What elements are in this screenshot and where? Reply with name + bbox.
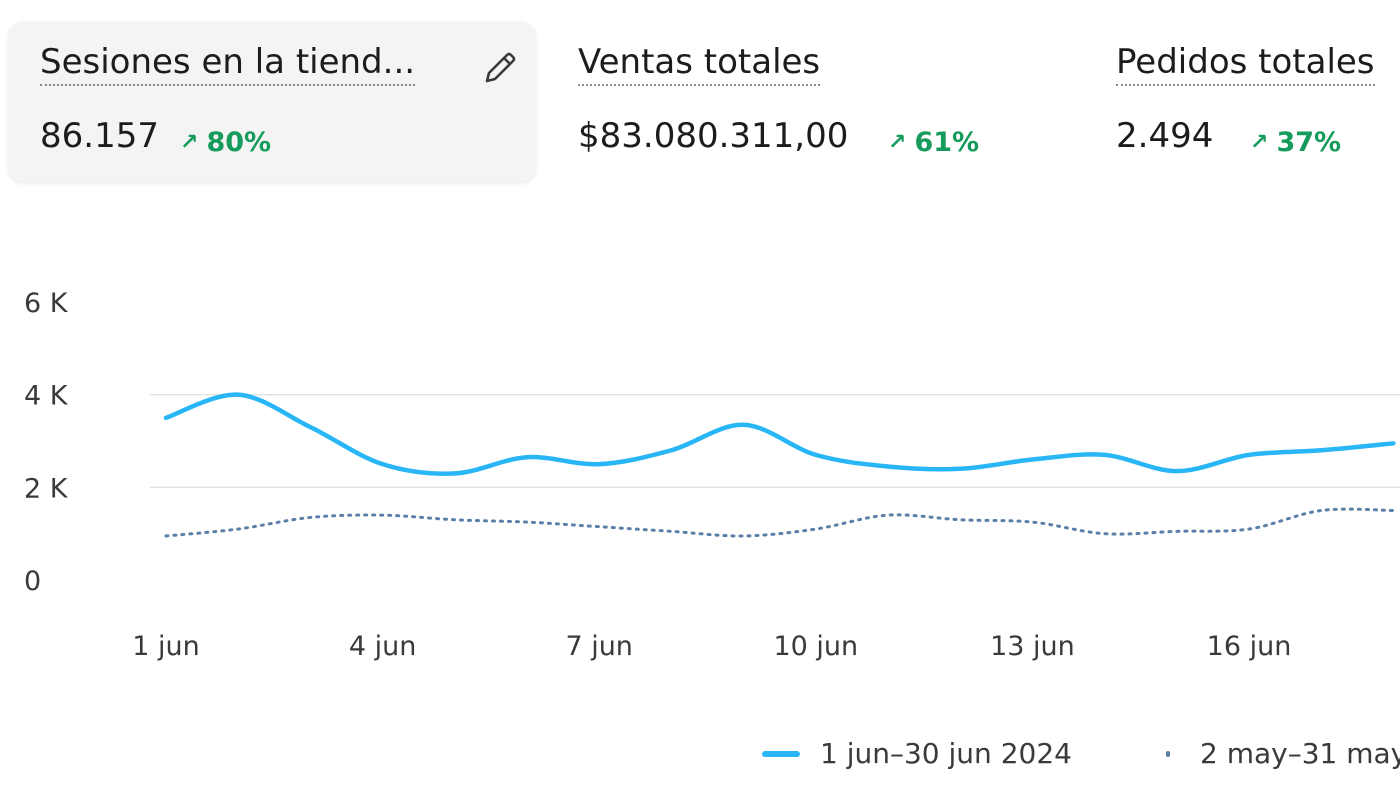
metric-delta: ↗ 61% — [888, 126, 979, 160]
metric-card-orders[interactable]: Pedidos totales 2.494 ↗ 37% — [1086, 22, 1400, 182]
x-tick-label: 1 jun — [132, 631, 200, 662]
metric-delta: ↗ 80% — [180, 126, 271, 160]
metric-delta: ↗ 37% — [1250, 126, 1341, 160]
x-tick-label: 4 jun — [349, 631, 417, 662]
legend-label-previous: 2 may–31 may — [1200, 737, 1400, 770]
arrow-up-right-icon: ↗ — [888, 130, 907, 155]
legend-swatch-previous — [1166, 751, 1170, 757]
y-tick-label: 6 K — [24, 288, 69, 319]
x-tick-label: 16 jun — [1207, 631, 1292, 662]
metric-delta-value: 61% — [914, 127, 980, 158]
x-tick-label: 13 jun — [990, 631, 1075, 662]
metric-value: 2.494 — [1116, 116, 1214, 156]
arrow-up-right-icon: ↗ — [180, 130, 199, 155]
y-tick-label: 0 — [24, 566, 41, 597]
y-tick-label: 4 K — [24, 381, 69, 412]
series-line-previous[interactable] — [164, 507, 1395, 538]
x-tick-label: 10 jun — [773, 631, 858, 662]
metrics-row: Sesiones en la tiend... 86.157 ↗ 80% Vent… — [0, 0, 1400, 200]
metric-value: $83.080.311,00 — [578, 116, 849, 156]
legend-swatch-current — [762, 751, 800, 757]
metric-title[interactable]: Ventas totales — [578, 42, 821, 86]
metric-delta-value: 80% — [206, 127, 272, 158]
pencil-icon[interactable] — [478, 48, 520, 90]
metric-card-sales[interactable]: Ventas totales $83.080.311,00 ↗ 61% — [548, 22, 1068, 182]
metric-value: 86.157 — [40, 116, 159, 156]
metric-card-sessions[interactable]: Sesiones en la tiend... 86.157 ↗ 80% — [8, 22, 536, 182]
metric-delta-value: 37% — [1276, 127, 1342, 158]
series-line-current[interactable] — [163, 392, 1396, 476]
legend-label-current: 1 jun–30 jun 2024 — [820, 737, 1072, 770]
chart-legend: 1 jun–30 jun 2024 2 may–31 may — [0, 730, 1400, 780]
metric-title[interactable]: Pedidos totales — [1116, 42, 1375, 86]
x-tick-label: 7 jun — [565, 631, 633, 662]
sessions-line-chart: 0 2 K 4 K 6 K 1 jun 4 jun 7 jun 10 jun 13 jun 16 … — [24, 288, 1400, 662]
metric-title[interactable]: Sesiones en la tiend... — [40, 42, 416, 86]
y-tick-label: 2 K — [24, 473, 69, 504]
arrow-up-right-icon: ↗ — [1250, 130, 1269, 155]
